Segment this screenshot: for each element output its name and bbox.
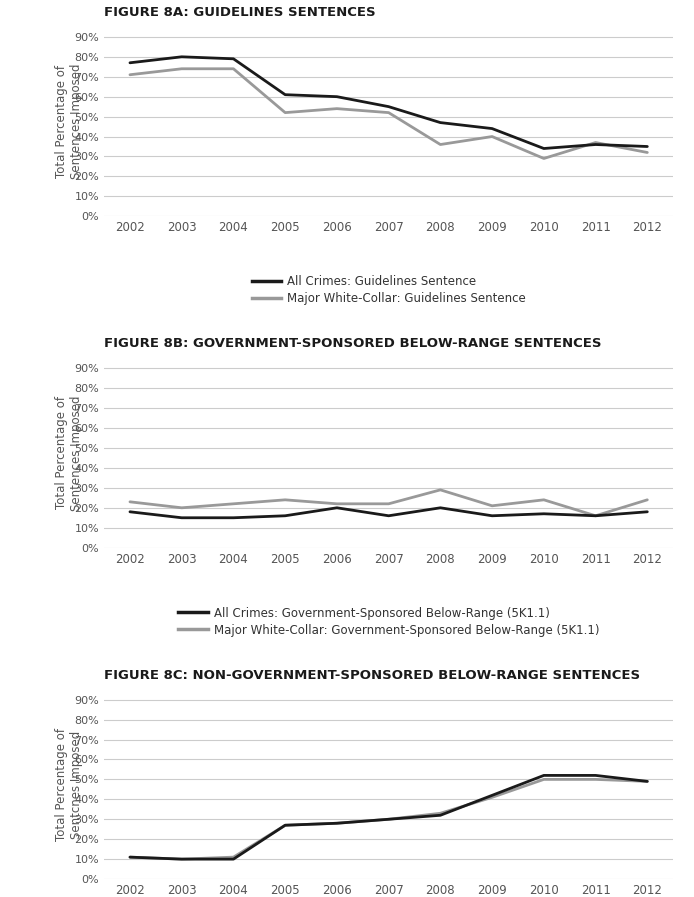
Text: FIGURE 8A: GUIDELINES SENTENCES: FIGURE 8A: GUIDELINES SENTENCES <box>104 5 375 19</box>
Y-axis label: Total Percentage of
Sentences Imposed: Total Percentage of Sentences Imposed <box>55 64 83 179</box>
Y-axis label: Total Percentage of
Sentcnes Imposed: Total Percentage of Sentcnes Imposed <box>55 727 83 840</box>
Text: FIGURE 8C: NON-GOVERNMENT-SPONSORED BELOW-RANGE SENTENCES: FIGURE 8C: NON-GOVERNMENT-SPONSORED BELO… <box>104 668 641 682</box>
Legend: All Crimes: Government-Sponsored Below-Range (5K1.1), Major White-Collar: Govern: All Crimes: Government-Sponsored Below-R… <box>178 606 599 637</box>
Y-axis label: Total Percentage of
Sentences Imposed: Total Percentage of Sentences Imposed <box>55 396 83 510</box>
Text: FIGURE 8B: GOVERNMENT-SPONSORED BELOW-RANGE SENTENCES: FIGURE 8B: GOVERNMENT-SPONSORED BELOW-RA… <box>104 337 602 350</box>
Legend: All Crimes: Guidelines Sentence, Major White-Collar: Guidelines Sentence: All Crimes: Guidelines Sentence, Major W… <box>251 275 526 305</box>
